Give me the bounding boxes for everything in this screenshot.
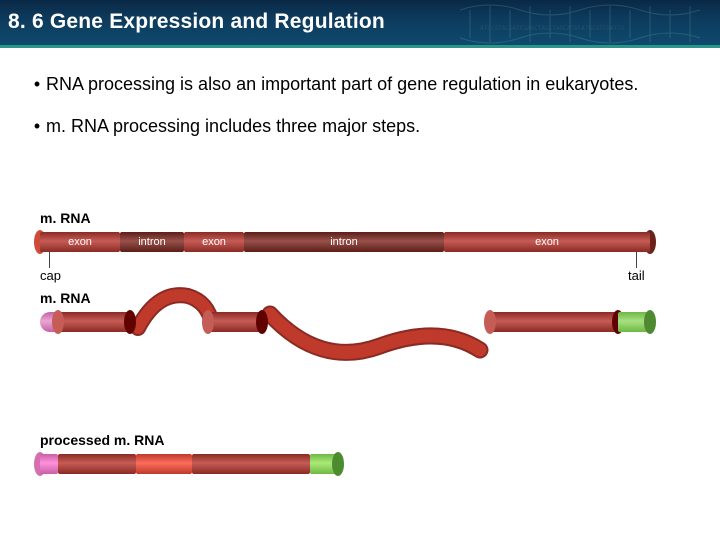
exon-segment bbox=[58, 454, 136, 474]
row1-label: m. RNA bbox=[40, 210, 680, 226]
exon-segment bbox=[192, 454, 310, 474]
slide-header: 8. 6 Gene Expression and Regulation ATGC… bbox=[0, 0, 720, 48]
row3-strand bbox=[40, 454, 680, 476]
row2: m. RNA cap tail bbox=[40, 290, 680, 372]
endcap bbox=[52, 310, 64, 334]
slide-title: 8. 6 Gene Expression and Regulation bbox=[8, 10, 385, 34]
dna-decoration: ATGCGTACGATCGAGCTAGCTAGCATGCATGCATCGATCG bbox=[460, 0, 720, 48]
exon-segment bbox=[58, 312, 130, 332]
bullet-item: • m. RNA processing includes three major… bbox=[28, 114, 692, 138]
svg-text:ATGCGTACGATCGAGCTAGCTAGCATGCAT: ATGCGTACGATCGAGCTAGCTAGCATGCATGCATCGATCG bbox=[480, 25, 625, 32]
bullet-text: m. RNA processing includes three major s… bbox=[46, 114, 420, 138]
bullet-item: • RNA processing is also an important pa… bbox=[28, 72, 692, 96]
row3: processed m. RNA bbox=[40, 432, 680, 476]
exon-segment: exon bbox=[40, 232, 120, 252]
endcap bbox=[644, 310, 656, 334]
endcap bbox=[256, 310, 268, 334]
intron-curved-2 bbox=[260, 296, 490, 372]
cap-callout-line bbox=[49, 252, 50, 268]
intron-segment: intron bbox=[120, 232, 184, 252]
tail-segment bbox=[618, 312, 650, 332]
tail-segment bbox=[310, 454, 338, 474]
bullet-dot-icon: • bbox=[28, 72, 46, 96]
endcap bbox=[202, 310, 214, 334]
exon-segment: exon bbox=[184, 232, 244, 252]
mrna-diagram: m. RNA exon intron exon intron exon m. RNA c… bbox=[40, 210, 680, 476]
exon-label: exon bbox=[68, 236, 92, 248]
exon-segment bbox=[490, 312, 618, 332]
row2-strand bbox=[40, 312, 680, 372]
row1-strand: exon intron exon intron exon bbox=[40, 232, 680, 254]
tail-callout-label: tail bbox=[628, 268, 645, 283]
intron-label: intron bbox=[138, 236, 166, 248]
exon-label: exon bbox=[535, 236, 559, 248]
cap-callout-label: cap bbox=[40, 268, 61, 283]
row1: m. RNA exon intron exon intron exon bbox=[40, 210, 680, 254]
endcap bbox=[332, 452, 344, 476]
intron-label: intron bbox=[330, 236, 358, 248]
exon-segment bbox=[208, 312, 262, 332]
tail-callout-line bbox=[636, 252, 637, 268]
content-area: • RNA processing is also an important pa… bbox=[0, 48, 720, 139]
endcap bbox=[124, 310, 136, 334]
row3-label: processed m. RNA bbox=[40, 432, 680, 448]
bullet-dot-icon: • bbox=[28, 114, 46, 138]
intron-segment: intron bbox=[244, 232, 444, 252]
bullet-text: RNA processing is also an important part… bbox=[46, 72, 638, 96]
endcap bbox=[484, 310, 496, 334]
exon-segment: exon bbox=[444, 232, 650, 252]
exon-segment bbox=[136, 454, 192, 474]
cap-segment bbox=[40, 454, 58, 474]
exon-label: exon bbox=[202, 236, 226, 248]
